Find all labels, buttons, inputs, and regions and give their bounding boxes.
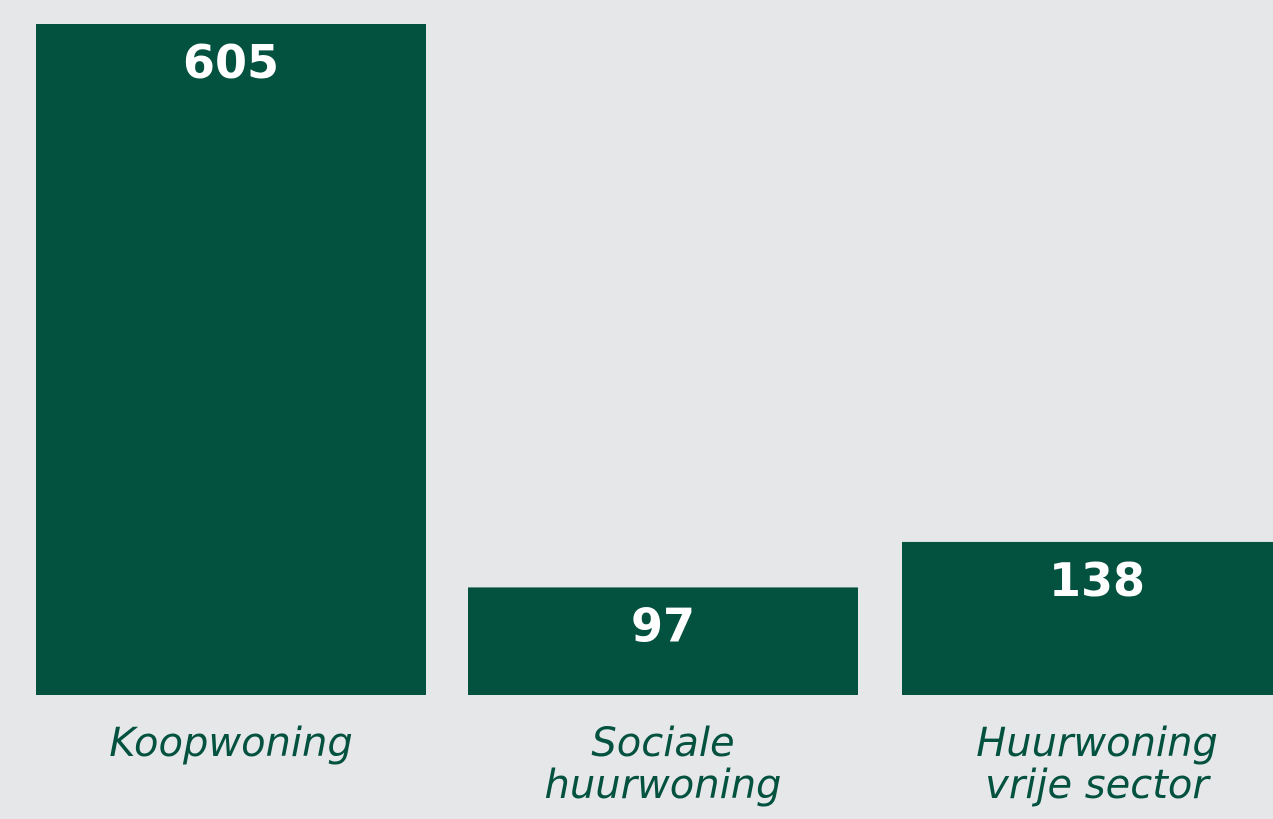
category-label: Sociale huurwoning [544,720,782,808]
bar [902,541,1273,695]
bar [36,24,426,695]
value-label: 605 [183,35,279,89]
value-label: 97 [631,598,695,652]
bar [468,587,858,695]
category-label: Huurwoning vrije sector [976,720,1218,808]
category-label: Koopwoning [109,720,353,766]
value-label: 138 [1049,553,1145,607]
